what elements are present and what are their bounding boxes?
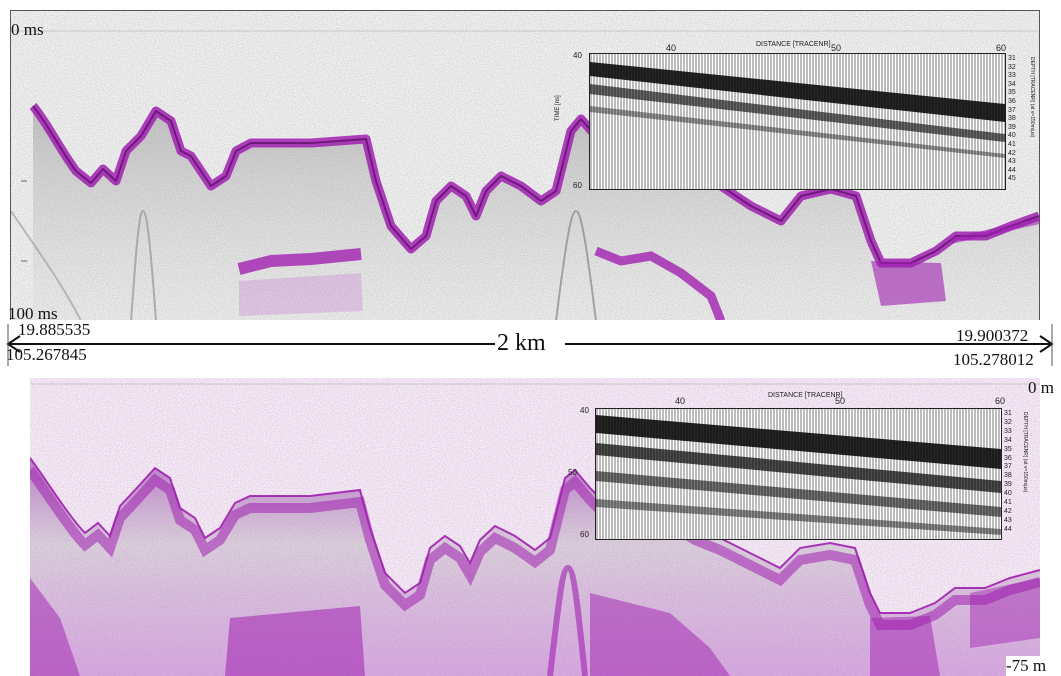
depth-tick: 42: [1008, 149, 1016, 157]
bottom-inset-ytick-50: 50: [568, 468, 577, 477]
depth-tick: 41: [1008, 140, 1016, 148]
depth-tick: 33: [1004, 427, 1012, 435]
depth-tick: 38: [1008, 115, 1016, 123]
bottom-inset-title: DISTANCE [TRACENR]: [768, 392, 843, 399]
depth-tick: 44: [1008, 166, 1016, 174]
depth-tick: 43: [1004, 516, 1012, 524]
depth-tick: 45: [1008, 175, 1016, 183]
depth-tick: 32: [1004, 418, 1012, 426]
bottom-profile-image: [30, 378, 1040, 676]
depth-tick: 31: [1004, 410, 1012, 417]
depth-tick: 34: [1008, 80, 1016, 88]
depth-tick: 40: [1004, 490, 1012, 498]
top-inset-depth-ticks: 31 32 33 34 35 36 37 38 39 40 41 42 43 4…: [1008, 55, 1020, 184]
bottom-profile-panel: DISTANCE [TRACENR] 40 50 60 40 50 60 31 …: [30, 378, 1040, 676]
depth-tick: 40: [1008, 132, 1016, 140]
bottom-inset-ytick-40: 40: [580, 406, 589, 415]
top-inset-title: DISTANCE [TRACENR]: [756, 41, 831, 48]
top-inset-depth-label: DEPTH [TRACENR] (at v=150m/µs): [1029, 57, 1035, 138]
depth-tick: 36: [1008, 97, 1016, 105]
top-inset-ylabel: TIME [ns]: [555, 95, 561, 121]
depth-tick: 34: [1004, 436, 1012, 444]
top-profile-panel: DISTANCE [TRACENR] 40 50 60 40 60 TIME […: [10, 10, 1040, 322]
top-inset-xtick-50: 50: [831, 43, 842, 53]
start-latitude: 19.885535: [18, 320, 91, 339]
bottom-inset-xtick-60: 60: [995, 396, 1006, 406]
depth-tick: 37: [1004, 463, 1012, 471]
distance-arrow: [6, 324, 1054, 366]
bottom-inset-xtick-40: 40: [675, 396, 686, 406]
top-inset-ytick-40: 40: [573, 51, 582, 60]
depth-tick: 33: [1008, 72, 1016, 80]
bottom-inset-traces: [596, 409, 1001, 539]
depth-tick: 41: [1004, 499, 1012, 507]
start-longitude: 105.267845: [6, 345, 87, 364]
depth-tick: 32: [1008, 63, 1016, 71]
top-inset-radargram: [589, 53, 1006, 190]
bottom-inset-ytick-60: 60: [580, 530, 589, 539]
bottom-inset-radargram: [595, 408, 1002, 540]
bottom-inset-depth-label: DEPTH [TRACENR] (at v=150m/µs): [1022, 412, 1028, 493]
end-longitude: 105.278012: [953, 350, 1034, 369]
top-inset-ytick-60: 60: [573, 181, 582, 190]
depth-tick: 37: [1008, 106, 1016, 114]
depth-tick: 36: [1004, 454, 1012, 462]
depth-tick: 39: [1008, 123, 1016, 131]
time-top-label: 0 ms: [11, 20, 44, 39]
depth-tick: 31: [1008, 55, 1016, 62]
depth-tick: 35: [1008, 89, 1016, 97]
depth-tick: 35: [1004, 445, 1012, 453]
depth-bottom-label: -75 m: [1006, 656, 1047, 676]
bottom-inset-depth-ticks: 31 32 33 34 35 36 37 38 39 40 41 42 43 4…: [1004, 410, 1016, 535]
top-inset-xtick-60: 60: [996, 43, 1007, 53]
coordinate-strip: [0, 320, 1061, 370]
depth-tick: 39: [1004, 481, 1012, 489]
depth-tick: 44: [1004, 525, 1012, 533]
depth-tick: 43: [1008, 158, 1016, 166]
depth-tick: 42: [1004, 507, 1012, 515]
bottom-inset-xtick-50: 50: [835, 396, 846, 406]
end-latitude: 19.900372: [956, 326, 1029, 345]
time-bottom-label: 100 ms: [8, 304, 58, 323]
depth-tick: 38: [1004, 472, 1012, 480]
top-inset-xtick-40: 40: [666, 43, 677, 53]
distance-label: 2 km: [497, 330, 546, 356]
depth-top-label: 0 m: [1028, 378, 1054, 397]
top-inset-traces: [590, 54, 1005, 189]
